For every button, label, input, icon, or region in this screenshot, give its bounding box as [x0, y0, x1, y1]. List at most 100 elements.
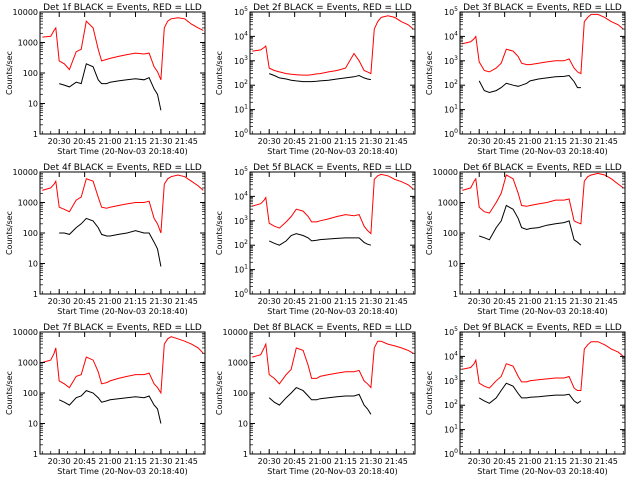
series-line-events — [269, 73, 371, 83]
x-tick-label: 21:15 — [334, 297, 357, 306]
x-tick-label: 21:45 — [595, 137, 618, 146]
panel-title: Det 2f BLACK = Events, RED = LLD — [253, 3, 412, 13]
series-line-events — [268, 233, 372, 246]
y-tick-label: 100 — [443, 229, 458, 238]
y-tick-label: 104 — [234, 190, 248, 201]
x-tick-label: 20:30 — [48, 457, 71, 466]
y-tick-label: 10 — [448, 260, 458, 269]
x-tick-label: 21:45 — [385, 297, 408, 306]
series-line-lld — [42, 174, 204, 234]
x-tick-label: 21:30 — [359, 297, 382, 306]
x-tick-label: 21:00 — [519, 297, 542, 306]
plot-frame — [39, 11, 206, 135]
x-tick-label: 21:15 — [124, 297, 147, 306]
x-tick-label: 21:30 — [149, 137, 172, 146]
y-tick-label: 100 — [234, 128, 248, 139]
y-tick-label: 1000 — [18, 199, 38, 208]
y-tick-label: 103 — [444, 55, 458, 66]
x-tick-label: 20:45 — [493, 137, 516, 146]
series-line-events — [268, 387, 372, 415]
x-tick-label: 21:30 — [149, 297, 172, 306]
plot-frame — [459, 11, 626, 135]
y-tick-label: 103 — [234, 55, 248, 66]
y-axis-label: Counts/sec — [215, 51, 224, 95]
detector-panel-1: Det 1f BLACK = Events, RED = LLD 1 10 100 10… — [5, 3, 206, 156]
x-axis-label: Start Time (20-Nov-03 20:18:40) — [267, 467, 397, 476]
y-tick-label: 10000 — [13, 168, 38, 177]
y-tick-label: 104 — [444, 30, 458, 41]
series-line-events — [58, 390, 162, 424]
y-tick-label: 1 — [453, 290, 458, 299]
y-axis-label: Counts/sec — [5, 211, 14, 255]
x-tick-label: 21:15 — [544, 457, 567, 466]
plot-frame — [249, 171, 416, 295]
x-tick-label: 21:15 — [334, 457, 357, 466]
detector-panel-6: Det 6f BLACK = Events, RED = LLD 1 10 100 10… — [425, 163, 626, 316]
y-tick-label: 10 — [28, 260, 38, 269]
y-axis-label: Counts/sec — [425, 51, 434, 95]
x-axis-label: Start Time (20-Nov-03 20:18:40) — [57, 467, 187, 476]
series-line-lld — [462, 13, 624, 75]
y-axis-label: Counts/sec — [5, 51, 14, 95]
x-tick-label: 21:45 — [595, 297, 618, 306]
x-tick-label: 21:15 — [544, 297, 567, 306]
x-tick-label: 20:45 — [283, 457, 306, 466]
x-tick-label: 21:00 — [519, 137, 542, 146]
x-tick-label: 20:30 — [48, 137, 71, 146]
x-tick-label: 20:30 — [468, 457, 491, 466]
x-tick-label: 21:00 — [99, 297, 122, 306]
panel-title: Det 9f BLACK = Events, RED = LLD — [463, 323, 622, 333]
y-tick-label: 100 — [23, 69, 38, 78]
x-axis-label: Start Time (20-Nov-03 20:18:40) — [477, 147, 607, 156]
y-tick-label: 100 — [23, 229, 38, 238]
detector-panel-4: Det 4f BLACK = Events, RED = LLD 1 10 100 10… — [5, 163, 206, 316]
y-tick-label: 104 — [444, 350, 458, 361]
y-tick-label: 105 — [234, 166, 248, 177]
x-tick-label: 21:45 — [175, 457, 198, 466]
panel-title: Det 6f BLACK = Events, RED = LLD — [463, 163, 622, 173]
x-tick-label: 20:30 — [258, 457, 281, 466]
y-tick-label: 1 — [33, 130, 38, 139]
y-tick-label: 10000 — [223, 328, 248, 337]
y-tick-label: 105 — [444, 6, 458, 17]
y-tick-label: 101 — [444, 104, 458, 115]
x-tick-label: 21:45 — [385, 457, 408, 466]
series-line-events — [478, 74, 581, 94]
panel-title: Det 5f BLACK = Events, RED = LLD — [253, 163, 412, 173]
y-tick-label: 10 — [28, 420, 38, 429]
y-tick-label: 10 — [28, 100, 38, 109]
y-tick-label: 103 — [444, 375, 458, 386]
series-line-lld — [462, 341, 624, 391]
x-tick-label: 21:45 — [175, 297, 198, 306]
y-tick-label: 105 — [444, 326, 458, 337]
x-tick-label: 20:30 — [48, 297, 71, 306]
y-tick-label: 102 — [444, 79, 458, 90]
x-tick-label: 20:45 — [493, 297, 516, 306]
x-tick-label: 20:30 — [468, 137, 491, 146]
x-tick-label: 21:30 — [359, 457, 382, 466]
series-line-lld — [42, 336, 204, 395]
panel-title: Det 3f BLACK = Events, RED = LLD — [463, 3, 622, 13]
y-tick-label: 1 — [33, 450, 38, 459]
detector-panel-9: Det 9f BLACK = Events, RED = LLD 100 101 10… — [425, 323, 626, 476]
y-tick-label: 1000 — [18, 359, 38, 368]
y-tick-label: 103 — [234, 215, 248, 226]
x-tick-label: 21:00 — [309, 297, 332, 306]
y-tick-label: 101 — [234, 264, 248, 275]
y-tick-label: 100 — [234, 288, 248, 299]
y-tick-label: 1000 — [228, 359, 248, 368]
detector-panel-5: Det 5f BLACK = Events, RED = LLD 100 101 10… — [215, 163, 416, 316]
detector-panel-7: Det 7f BLACK = Events, RED = LLD 1 10 100 10… — [5, 323, 206, 476]
x-axis-label: Start Time (20-Nov-03 20:18:40) — [267, 307, 397, 316]
y-tick-label: 105 — [234, 6, 248, 17]
x-tick-label: 21:30 — [569, 457, 592, 466]
series-line-lld — [252, 15, 414, 76]
x-tick-label: 20:30 — [258, 137, 281, 146]
plot-frame — [249, 11, 416, 135]
x-tick-label: 21:15 — [124, 137, 147, 146]
y-tick-label: 104 — [234, 30, 248, 41]
x-tick-label: 20:45 — [73, 457, 96, 466]
x-tick-label: 21:45 — [595, 457, 618, 466]
x-axis-label: Start Time (20-Nov-03 20:18:40) — [477, 307, 607, 316]
y-tick-label: 10 — [238, 420, 248, 429]
